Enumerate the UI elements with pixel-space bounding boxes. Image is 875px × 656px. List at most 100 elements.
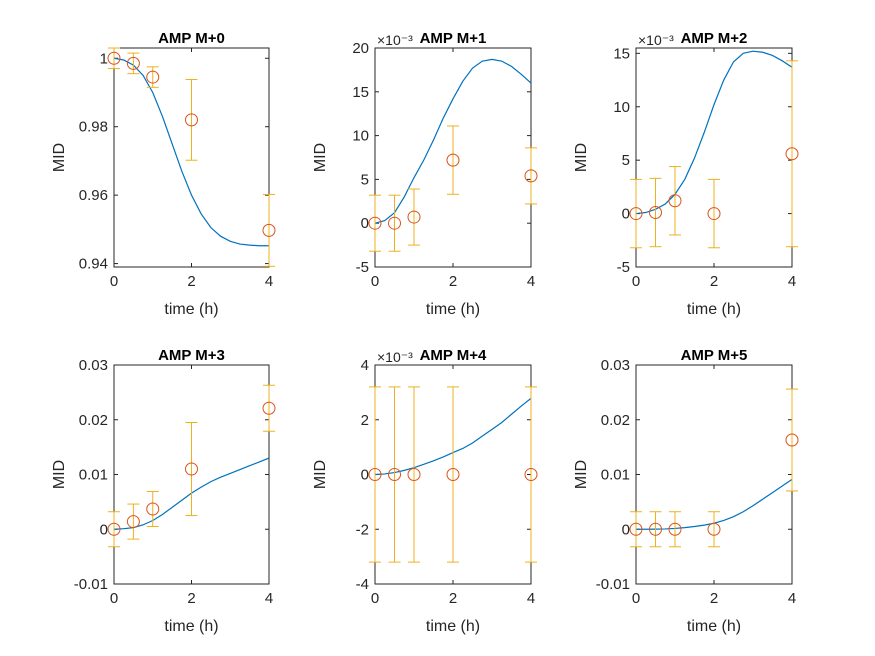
y-tick-label: 0 [361,215,369,232]
y-tick-label: 4 [361,357,369,374]
y-axis-label: MID [51,460,68,489]
x-tick-label: 0 [632,590,640,607]
data-point-marker [107,51,121,65]
x-tick-label: 2 [449,590,457,607]
errorbar-point [146,66,160,88]
y-tick-label: 0 [100,521,108,538]
errorbar-point [388,194,401,252]
y-axis-label: MID [312,460,329,489]
y-tick-label: 5 [622,152,630,169]
errorbar-point [668,166,682,236]
y-tick-label: 0.01 [601,467,630,484]
data-point-marker [524,468,538,481]
panel-title: AMP M+0 [158,30,225,47]
errorbar-point [668,511,682,548]
data-point-marker [785,147,799,161]
data-point-marker [407,210,421,224]
panel-title: AMP M+2 [681,30,748,47]
data-point-marker [446,468,460,481]
y-tick-label: 2 [361,412,369,429]
y-tick-label: -0.01 [74,576,108,593]
panel-title: AMP M+4 [420,347,487,364]
x-axis-label: time (h) [687,618,741,635]
y-tick-label: 5 [361,171,369,188]
x-tick-label: 0 [371,273,379,290]
model-curve [114,57,269,247]
data-point-marker [785,433,799,447]
errorbar-point [707,511,721,548]
y-axis-label: MID [51,143,68,172]
data-point-marker [388,216,401,230]
data-point-marker [524,169,538,183]
y-tick-label: -4 [356,576,369,593]
errorbar-point [446,386,460,563]
x-tick-label: 0 [632,273,640,290]
errorbar-point [107,47,121,70]
y-axis-label: MID [573,143,590,172]
errorbar-point [368,194,382,252]
data-point-marker [407,468,421,481]
errorbar-point [707,178,721,249]
y-tick-label: 0.01 [79,467,108,484]
y-tick-label: -2 [356,521,369,538]
data-point-marker [262,223,276,237]
x-tick-label: 4 [527,590,535,607]
x-tick-label: 4 [788,590,796,607]
exponent-label: ×10⁻³ [377,32,413,48]
errorbar-point [524,386,538,563]
data-point-marker [146,70,160,84]
y-tick-label: 0.02 [601,412,630,429]
errorbar-point [785,388,799,492]
y-tick-label: 1 [100,50,108,67]
x-tick-label: 4 [527,273,535,290]
y-tick-label: 0.94 [79,256,108,273]
errorbar-point [262,384,276,432]
x-tick-label: 2 [187,590,195,607]
x-tick-label: 0 [371,590,379,607]
data-point-marker [707,207,721,221]
x-tick-label: 2 [710,273,718,290]
panel-5: 0 2 4 -4 -2 0 2 4 time (h) MID ×10⁻³ AMP M+4 [312,347,538,635]
errorbar-point [649,511,662,548]
y-tick-label: 0.03 [601,357,630,374]
y-tick-label: -5 [617,259,630,276]
data-point-marker [629,522,643,536]
data-point-marker [368,468,382,481]
y-axis-label: MID [573,460,590,489]
data-point-marker [126,56,140,70]
data-point-marker [629,207,643,221]
y-tick-label: 0.02 [79,412,108,429]
errorbar-point [446,125,460,195]
y-tick-label: -0.01 [596,576,630,593]
y-tick-label: 10 [613,99,630,116]
x-tick-label: 2 [449,273,457,290]
errorbar-point [185,78,198,161]
panel-1: 0 2 4 0.94 0.96 0.98 1 time (h) MID AMP M+0 [51,30,276,318]
data-point-marker [649,206,662,220]
y-tick-label: 0 [622,521,630,538]
y-tick-label: -5 [356,259,369,276]
data-point-marker [185,462,198,476]
x-axis-label: time (h) [426,618,480,635]
x-tick-label: 0 [110,590,118,607]
errorbar-point [407,386,421,563]
x-tick-label: 2 [187,273,195,290]
data-point-marker [146,502,160,516]
errorbar-point [262,193,276,267]
exponent-label: ×10⁻³ [377,349,413,365]
panel-title: AMP M+5 [681,347,748,364]
data-point-marker [262,401,276,415]
panel-title: AMP M+3 [158,347,225,364]
errorbar-point [368,386,382,563]
errorbar-point [126,503,140,540]
errorbar-point [629,511,643,548]
y-axis-label: MID [312,143,329,172]
y-tick-label: 20 [352,40,369,57]
axes-box [635,364,793,585]
y-tick-label: 0.03 [79,357,108,374]
errorbar-point [629,178,643,249]
